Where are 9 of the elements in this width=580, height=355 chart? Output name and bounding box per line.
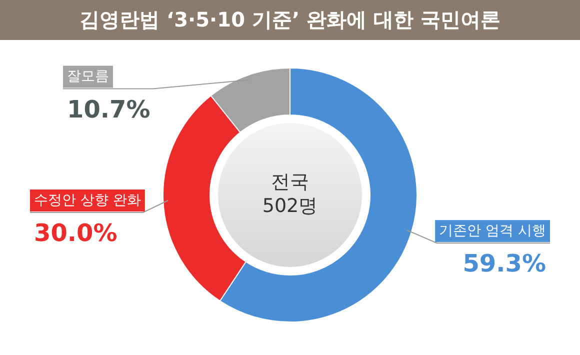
slice-label: 잘모름 [67,68,109,85]
text: 502명 [262,195,318,218]
data-label: 10.7% [67,95,150,124]
data-label: 30.0% [34,219,118,248]
chart-title: 김영란법 ‘3·5·10 기준’ 완화에 대한 국민여론 [80,7,500,32]
text: 전국 [271,171,309,194]
data-label: 59.3% [462,250,546,278]
slice-label: 수정안 상향 완화 [34,192,141,208]
slice-label: 기존안 엄격 시행 [439,222,546,239]
